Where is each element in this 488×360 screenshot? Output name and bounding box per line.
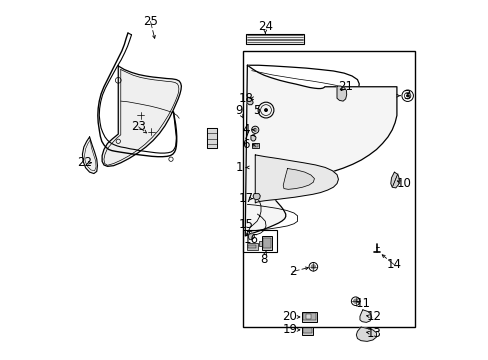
Text: 3: 3 [402,89,409,102]
Bar [301,312,316,321]
Text: 22: 22 [77,156,92,169]
Text: 23: 23 [131,121,146,134]
Bar [248,245,256,248]
Bar [303,328,311,333]
Bar [305,315,310,319]
Text: 19: 19 [282,323,297,336]
Bar [247,243,258,249]
Polygon shape [255,155,338,203]
Polygon shape [283,168,314,189]
Polygon shape [390,172,399,188]
Text: 25: 25 [143,15,158,28]
Circle shape [253,128,257,132]
Circle shape [264,109,267,112]
Text: 14: 14 [386,258,400,271]
Polygon shape [359,310,371,322]
Text: 13: 13 [366,327,381,340]
Text: 16: 16 [244,233,258,246]
Bar [303,313,315,320]
Bar [253,144,257,147]
Text: 5: 5 [252,104,260,117]
Polygon shape [356,327,376,341]
Text: 6: 6 [242,138,249,151]
Bar [243,230,277,252]
Bar [263,238,270,248]
Bar [246,34,303,44]
Text: 9: 9 [235,104,242,117]
Text: 1: 1 [236,161,243,174]
Text: 8: 8 [259,253,266,266]
Text: 17: 17 [238,192,253,205]
Polygon shape [250,135,255,141]
Circle shape [353,299,357,303]
Polygon shape [253,194,260,200]
Text: 24: 24 [257,20,272,33]
Text: 15: 15 [238,218,253,231]
Polygon shape [246,98,253,105]
Polygon shape [244,65,396,236]
Polygon shape [206,128,217,148]
Circle shape [406,95,408,97]
Polygon shape [336,86,346,101]
Bar [252,143,258,148]
Bar [301,327,313,335]
Polygon shape [82,137,97,174]
Text: 12: 12 [366,310,381,324]
Text: 7: 7 [242,129,249,142]
Text: 10: 10 [395,177,410,190]
Polygon shape [248,234,254,239]
Text: 11: 11 [355,297,370,310]
Text: 18: 18 [238,92,253,105]
Circle shape [310,265,315,269]
Text: 21: 21 [338,80,353,93]
Text: 20: 20 [282,310,297,324]
Bar [258,241,261,246]
Polygon shape [102,66,181,166]
Bar [261,236,272,250]
Bar [242,51,414,327]
Text: 4: 4 [242,123,249,136]
Text: 2: 2 [288,265,296,278]
